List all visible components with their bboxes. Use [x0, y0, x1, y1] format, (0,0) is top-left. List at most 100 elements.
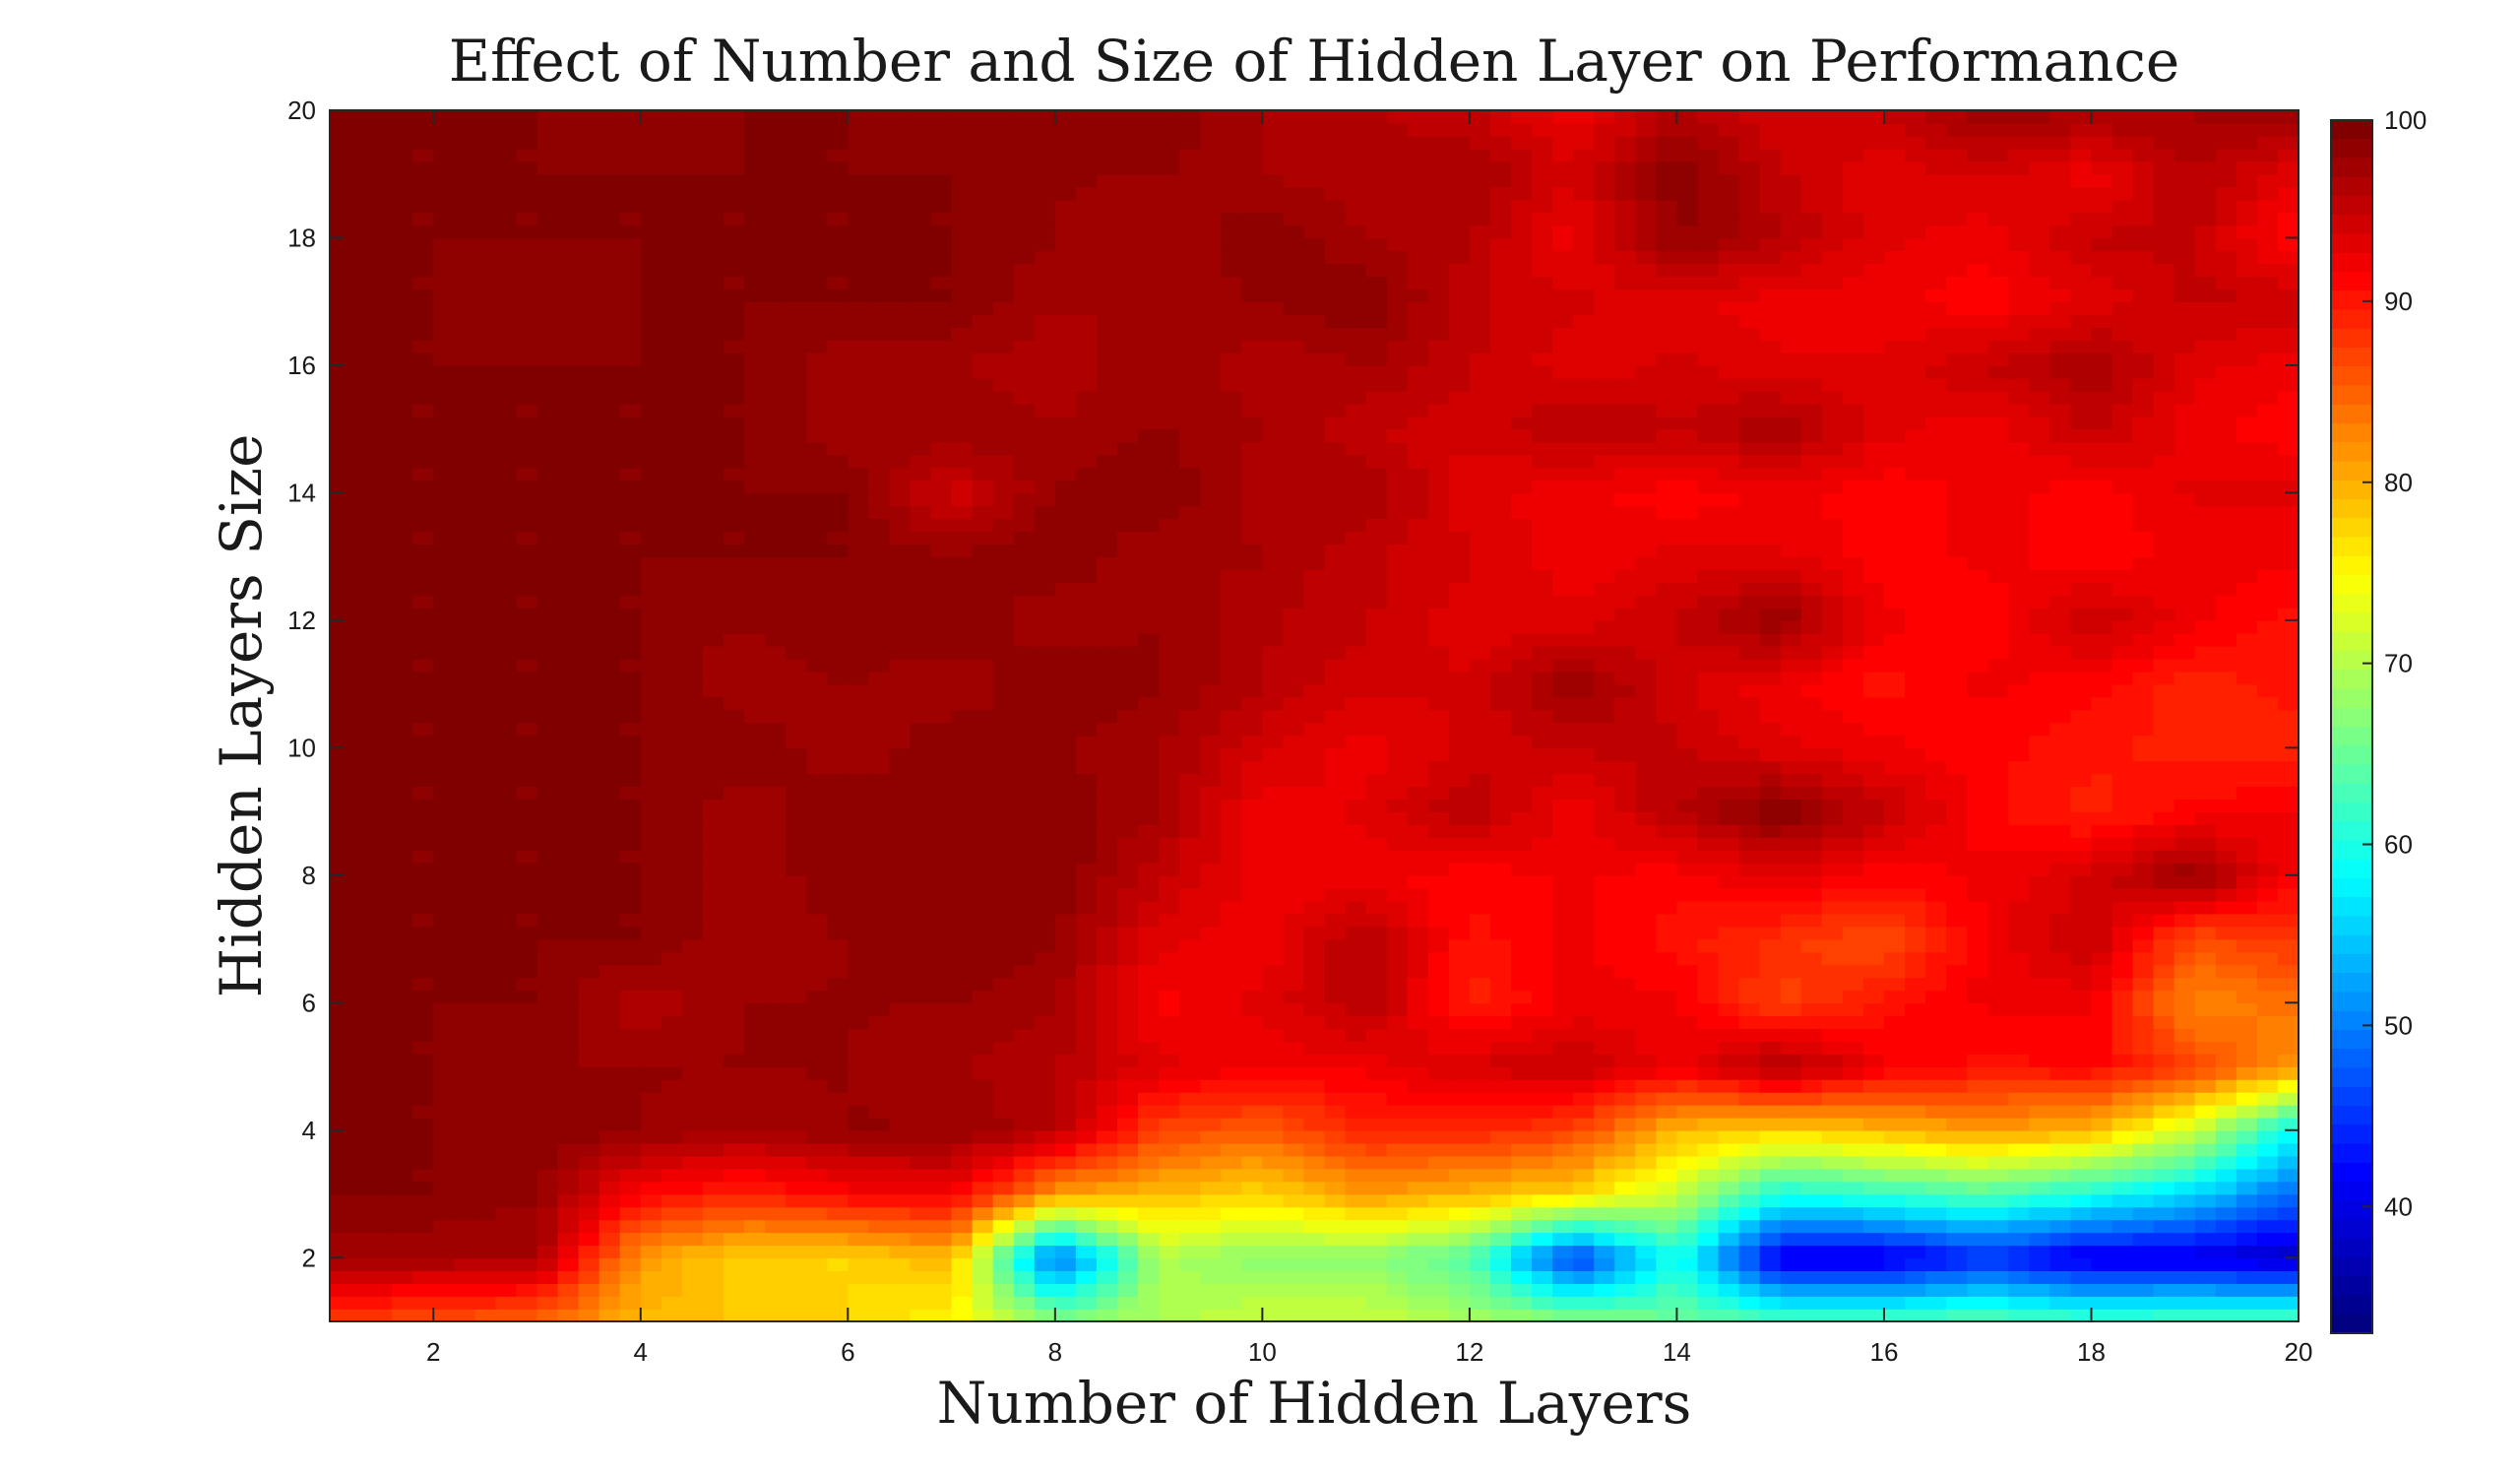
contour-cell — [1075, 926, 1098, 940]
contour-cell — [1117, 1104, 1139, 1119]
contour-cell — [1386, 1270, 1409, 1284]
contour-cell — [1738, 1155, 1761, 1170]
contour-cell — [681, 938, 704, 953]
contour-cell — [1552, 1117, 1574, 1131]
contour-cell — [1676, 1206, 1699, 1221]
contour-cell — [806, 1142, 829, 1157]
contour-cell — [1759, 760, 1782, 775]
contour-cell — [1635, 1270, 1658, 1284]
contour-cell — [806, 874, 829, 889]
contour-cell — [1862, 1168, 1885, 1183]
contour-cell — [786, 1002, 808, 1017]
contour-cell — [1365, 1257, 1388, 1272]
contour-cell — [1532, 1181, 1553, 1195]
contour-cell — [2153, 1245, 2175, 1259]
contour-cell — [1925, 990, 1947, 1004]
contour-cell — [412, 811, 435, 825]
contour-cell — [1573, 1028, 1596, 1042]
contour-cell — [1800, 1041, 1823, 1055]
contour-cell — [744, 1181, 766, 1195]
contour-cell — [2174, 913, 2196, 928]
contour-cell — [2029, 977, 2051, 992]
contour-cell — [1552, 1079, 1574, 1093]
contour-cell — [1117, 1041, 1139, 1055]
contour-cell — [827, 849, 850, 864]
contour-cell — [330, 1117, 351, 1131]
contour-cell — [848, 722, 870, 737]
contour-cell — [619, 1257, 642, 1272]
contour-cell — [1697, 926, 1720, 940]
contour-cell — [1013, 926, 1036, 940]
contour-cell — [1946, 773, 1968, 788]
contour-cell — [1862, 862, 1885, 876]
contour-cell — [992, 1054, 1015, 1067]
contour-cell — [1800, 1219, 1823, 1234]
contour-cell — [1925, 1129, 1947, 1144]
contour-cell — [1594, 1219, 1616, 1234]
contour-cell — [1656, 1168, 1678, 1183]
contour-cell — [848, 1309, 870, 1321]
contour-cell — [474, 824, 497, 838]
contour-cell — [578, 735, 600, 749]
contour-cell — [516, 799, 538, 812]
contour-cell — [868, 1232, 891, 1247]
contour-cell — [1573, 824, 1596, 838]
contour-cell — [1552, 1219, 1574, 1234]
contour-cell — [1759, 1181, 1782, 1195]
contour-cell — [1842, 1245, 1864, 1259]
contour-cell — [578, 1117, 600, 1131]
contour-cell — [1241, 1232, 1264, 1247]
contour-cell — [1635, 1054, 1658, 1067]
contour-cell — [1407, 1296, 1429, 1310]
contour-cell — [1365, 887, 1388, 902]
contour-cell — [2194, 1232, 2217, 1247]
contour-cell — [1800, 990, 1823, 1004]
contour-cell — [1013, 1091, 1036, 1106]
contour-cell — [1489, 1104, 1512, 1119]
contour-cell — [1324, 964, 1347, 979]
contour-cell — [330, 773, 351, 788]
contour-cell — [2008, 1283, 2031, 1297]
contour-cell — [1427, 811, 1450, 825]
contour-cell — [1594, 811, 1616, 825]
contour-cell — [392, 1028, 414, 1042]
contour-cell — [392, 1015, 414, 1030]
contour-cell — [2111, 709, 2134, 724]
contour-cell — [640, 811, 662, 825]
contour-cell — [578, 1232, 600, 1247]
contour-cell — [1303, 1079, 1326, 1093]
contour-cell — [412, 658, 435, 673]
contour-cell — [827, 619, 850, 634]
contour-cell — [495, 1091, 518, 1106]
contour-cell — [2008, 1270, 2031, 1284]
contour-cell — [1179, 709, 1202, 724]
contour-cell — [1365, 1066, 1388, 1080]
contour-cell — [1427, 913, 1450, 928]
contour-cell — [681, 1066, 704, 1080]
contour-cell — [1635, 824, 1658, 838]
contour-cell — [371, 977, 393, 992]
contour-cell — [2091, 696, 2113, 711]
contour-cell — [2277, 1245, 2299, 1259]
contour-cell — [2174, 1181, 2196, 1195]
contour-cell — [557, 1193, 580, 1208]
contour-cell — [1532, 811, 1553, 825]
contour-cell — [951, 1309, 974, 1321]
contour-cell — [1159, 1309, 1180, 1321]
contour-cell — [516, 1181, 538, 1195]
contour-cell — [2029, 1015, 2051, 1030]
contour-cell — [827, 887, 850, 902]
contour-cell — [2256, 1283, 2279, 1297]
contour-cell — [1552, 709, 1574, 724]
contour-cell — [2153, 1283, 2175, 1297]
contour-cell — [640, 722, 662, 737]
contour-cell — [1532, 1232, 1553, 1247]
contour-cell — [1987, 811, 2010, 825]
contour-cell — [1821, 1002, 1844, 1017]
contour-cell — [516, 887, 538, 902]
contour-cell — [1096, 1002, 1118, 1017]
contour-cell — [1013, 1041, 1036, 1055]
contour-cell — [2091, 1181, 2113, 1195]
contour-cell — [1780, 1155, 1802, 1170]
contour-cell — [1614, 862, 1637, 876]
